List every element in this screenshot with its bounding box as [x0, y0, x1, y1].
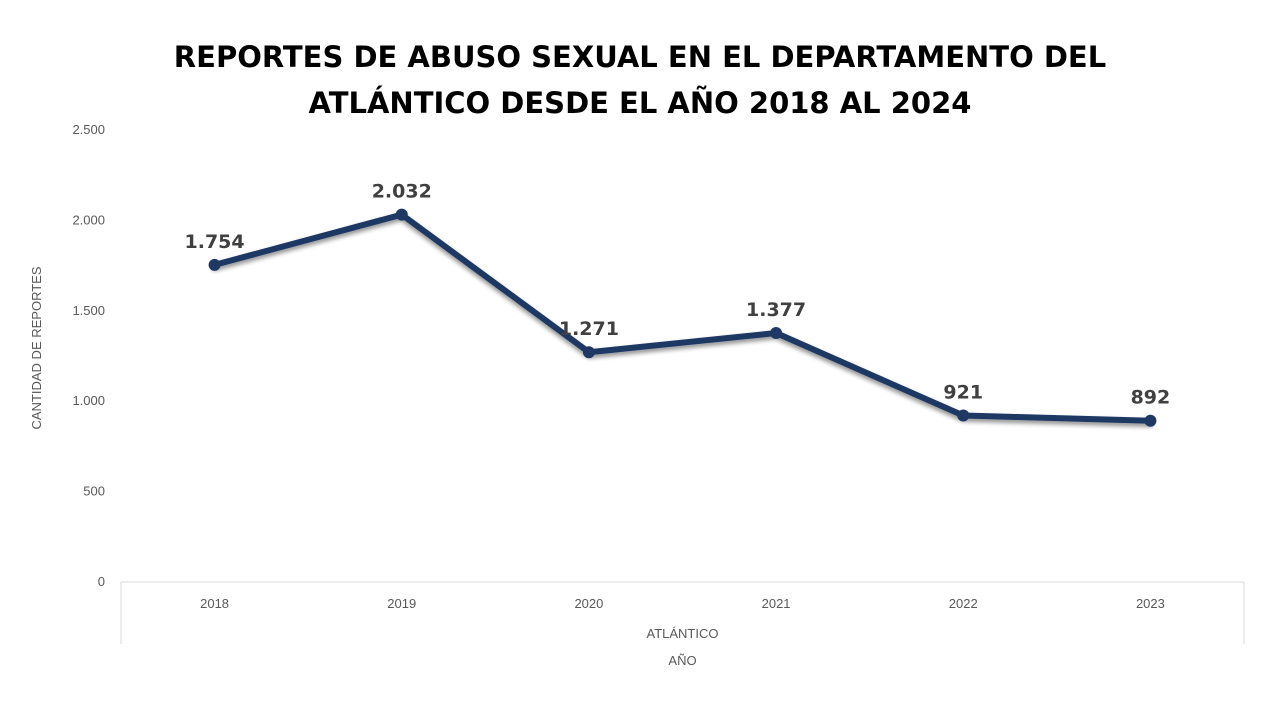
y-tick-label: 2.000 — [72, 212, 105, 227]
data-point — [208, 258, 221, 271]
data-point — [770, 327, 783, 340]
data-label: 921 — [943, 381, 983, 403]
series-line — [211, 211, 1154, 424]
series-layer: 1.754 2.032 1.271 1.377 921 892 — [185, 181, 1171, 427]
data-point — [957, 409, 970, 422]
y-tick-label: 0 — [98, 574, 105, 589]
y-tick-label: 1.500 — [72, 303, 105, 318]
data-label: 1.754 — [185, 231, 245, 253]
x-axis-tick-labels: 2018 2019 2020 2021 2022 2023 — [200, 596, 1165, 611]
y-axis-title: CANTIDAD DE REPORTES — [29, 266, 44, 429]
x-tick-label: 2022 — [949, 596, 978, 611]
y-tick-label: 2.500 — [72, 122, 105, 137]
chart-title: REPORTES DE ABUSO SEXUAL EN EL DEPARTAME… — [140, 34, 1140, 126]
data-label: 1.377 — [746, 299, 806, 321]
x-axis-title: AÑO — [668, 653, 696, 668]
x-tick-label: 2023 — [1136, 596, 1165, 611]
x-tick-label: 2019 — [387, 596, 416, 611]
y-tick-label: 500 — [83, 484, 105, 499]
y-tick-label: 1.000 — [72, 393, 105, 408]
x-tick-label: 2021 — [762, 596, 791, 611]
x-tick-label: 2018 — [200, 596, 229, 611]
data-point — [1144, 414, 1157, 427]
chart-title-line-1: REPORTES DE ABUSO SEXUAL EN EL DEPARTAME… — [173, 40, 1107, 74]
y-axis-tick-labels: 0 500 1.000 1.500 2.000 2.500 — [72, 122, 105, 589]
data-label: 892 — [1131, 387, 1171, 409]
data-point — [582, 346, 595, 359]
x-tick-label: 2020 — [574, 596, 603, 611]
chart-title-line-2: ATLÁNTICO DESDE EL AÑO 2018 AL 2024 — [308, 86, 972, 120]
data-point — [395, 208, 408, 221]
data-label: 2.032 — [372, 181, 432, 203]
x-axis-group-label: ATLÁNTICO — [647, 626, 719, 641]
x-axis-frame — [120, 581, 1245, 644]
data-label: 1.271 — [559, 318, 619, 340]
